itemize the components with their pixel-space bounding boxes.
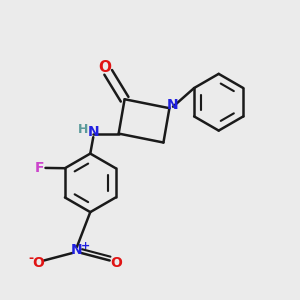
Text: O: O [111, 256, 122, 271]
Text: F: F [35, 161, 44, 175]
Text: +: + [81, 241, 90, 250]
Text: H: H [78, 124, 88, 136]
Text: -: - [28, 252, 33, 265]
Text: O: O [98, 60, 111, 75]
Text: N: N [88, 125, 99, 139]
Text: N: N [167, 98, 179, 112]
Text: O: O [32, 256, 44, 271]
Text: N: N [71, 243, 83, 257]
